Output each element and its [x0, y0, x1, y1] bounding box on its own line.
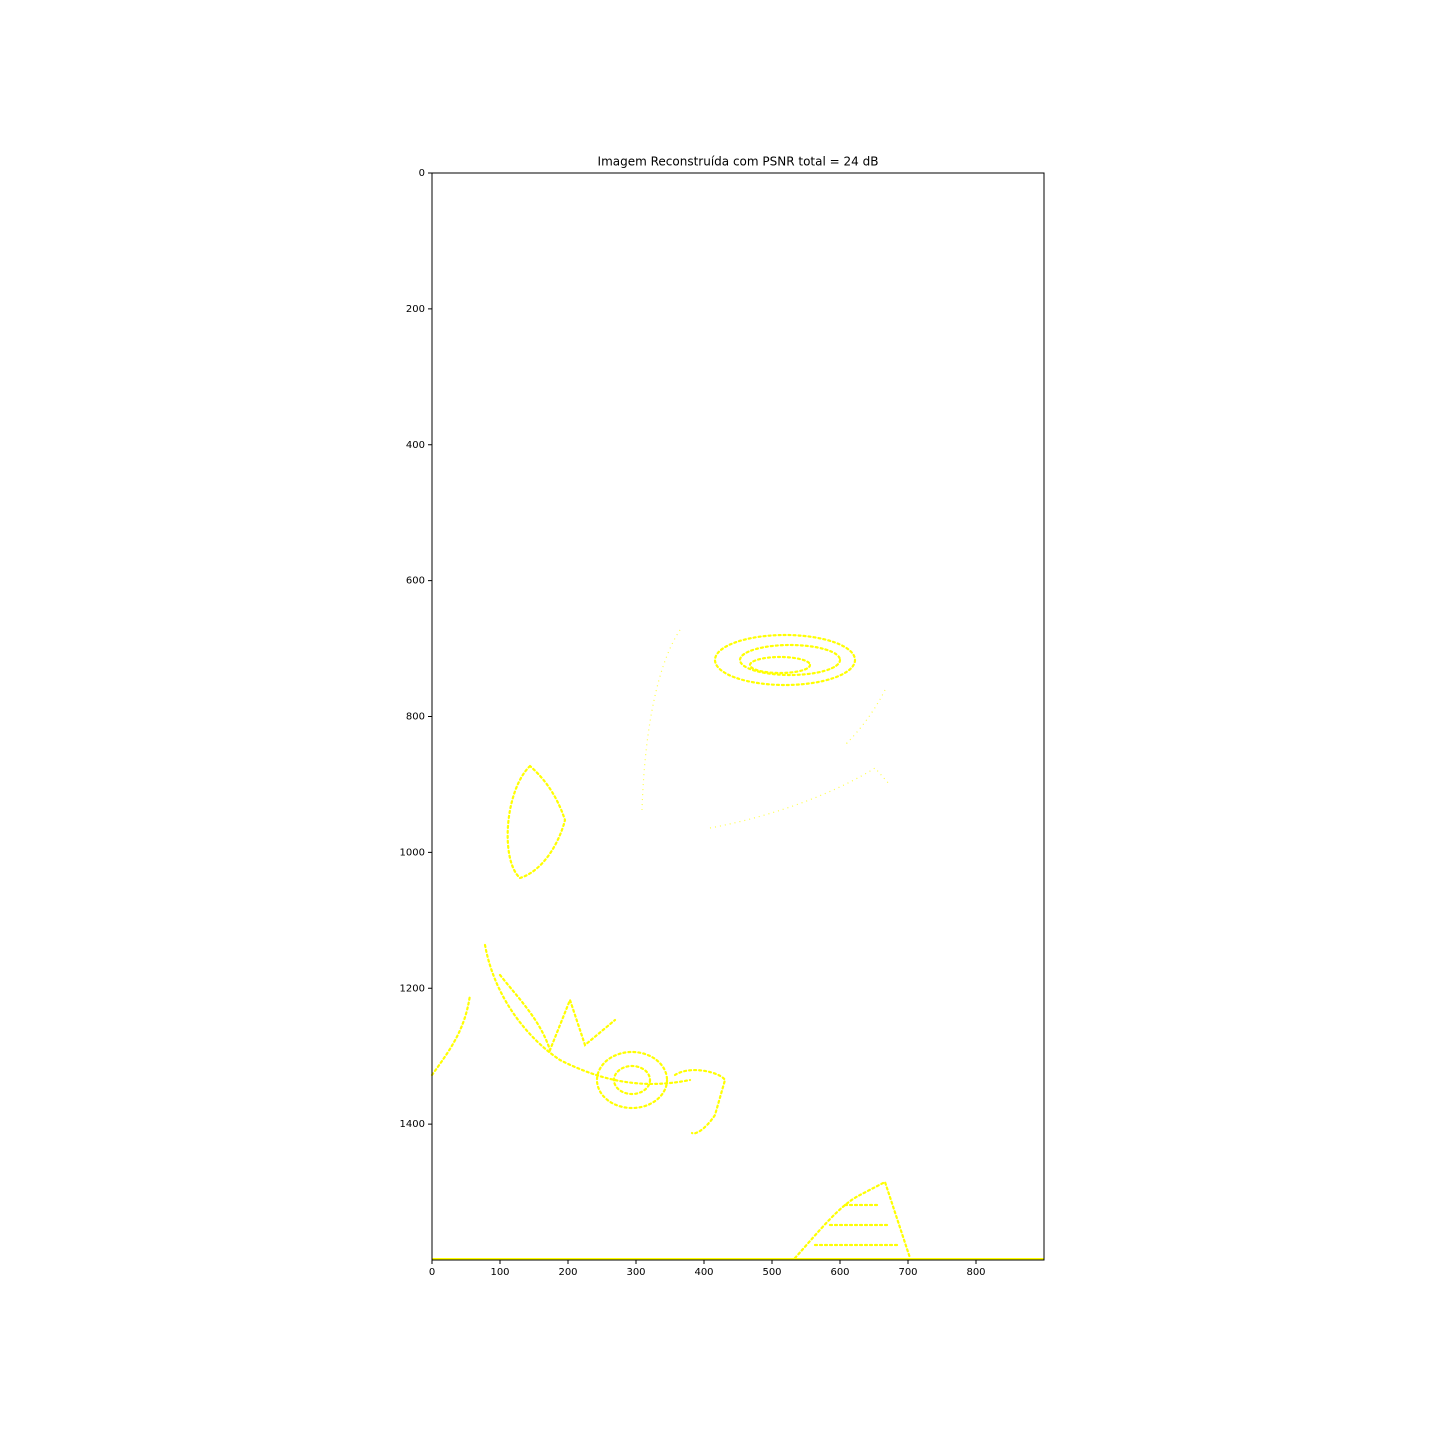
image-speckle	[748, 655, 812, 675]
axes-frame	[431, 172, 1045, 1261]
image-edge	[844, 689, 886, 746]
image-edge	[430, 993, 472, 1077]
y-tick-label: 800	[406, 712, 425, 723]
y-tick-label: 1400	[400, 1119, 425, 1130]
image-speckle	[713, 633, 857, 687]
image-edge	[641, 629, 681, 811]
x-tick-label: 500	[762, 1267, 781, 1278]
chart-title: Imagem Reconstruída com PSNR total = 24 …	[598, 155, 879, 169]
image-edge	[506, 764, 567, 880]
image-edge	[595, 1050, 669, 1110]
image-edge	[612, 1064, 652, 1096]
y-tick-label: 0	[419, 168, 425, 179]
image-speckle	[813, 1203, 902, 1247]
image-speckle	[738, 643, 842, 677]
y-tick-label: 400	[406, 440, 425, 451]
x-tick-label: 700	[898, 1267, 917, 1278]
x-tick-label: 400	[694, 1267, 713, 1278]
y-tick-label: 1200	[400, 983, 425, 994]
x-tick-label: 800	[966, 1267, 985, 1278]
image-edge	[498, 973, 617, 1054]
x-tick-label: 200	[558, 1267, 577, 1278]
y-tick-label: 600	[406, 576, 425, 587]
x-tick-label: 0	[429, 1267, 435, 1278]
image-content	[430, 629, 1044, 1260]
image-edge	[709, 767, 891, 829]
x-tick-label: 300	[626, 1267, 645, 1278]
image-edge	[793, 1180, 912, 1260]
y-tick-label: 200	[406, 304, 425, 315]
y-tick-label: 1000	[400, 847, 425, 858]
x-tick-label: 600	[830, 1267, 849, 1278]
image-edge	[483, 943, 692, 1086]
x-tick-label: 100	[490, 1267, 509, 1278]
image-edge	[673, 1068, 727, 1135]
